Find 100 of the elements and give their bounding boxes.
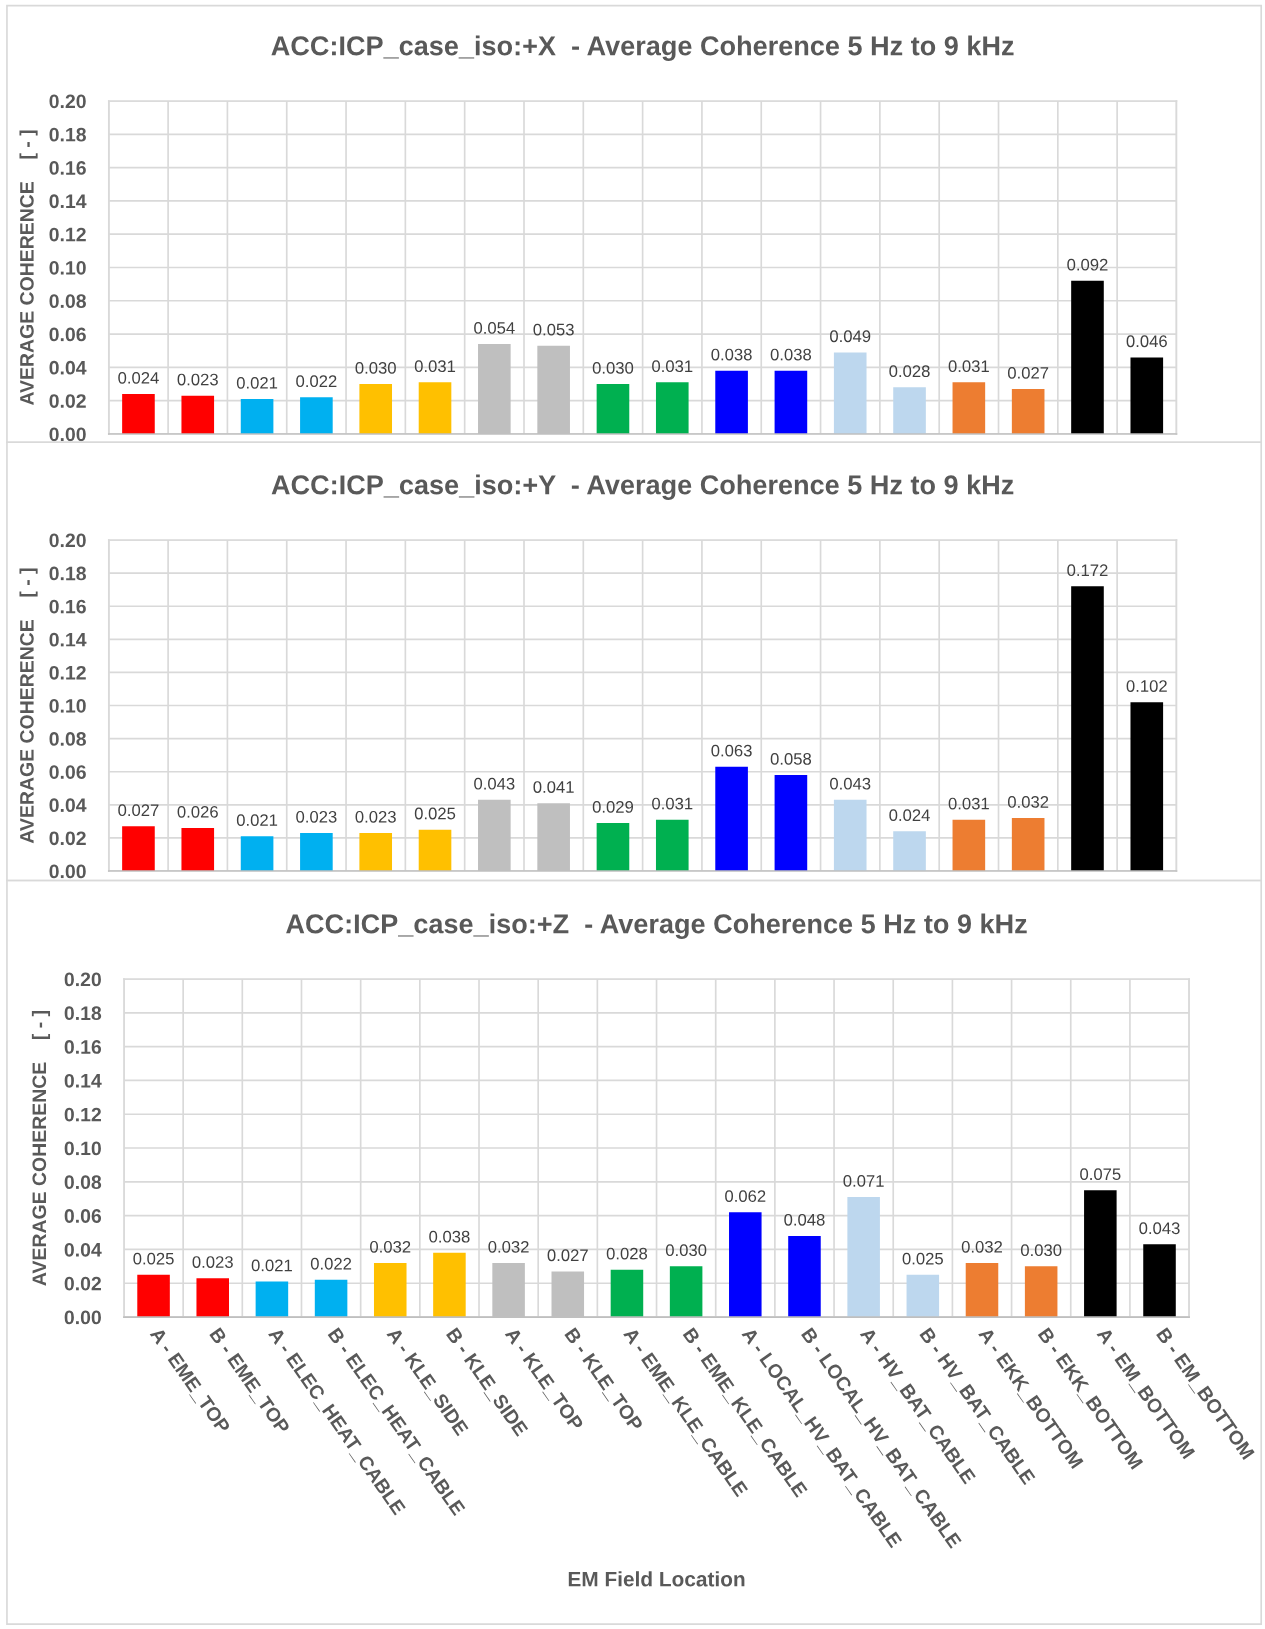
data-label: 0.028 bbox=[889, 365, 930, 378]
bar bbox=[774, 370, 808, 434]
y-axis-title: AVERAGE COHERENCE [ - ] bbox=[19, 130, 38, 406]
y-axis-title: AVERAGE COHERENCE [ - ] bbox=[31, 1011, 51, 1286]
chart-title: ACC:ICP_case_iso:+Y - Average Coherence 5 Hz to 9 kHz bbox=[271, 474, 1014, 500]
y-tick-label: 0.08 bbox=[64, 1175, 102, 1190]
data-label: 0.025 bbox=[414, 807, 456, 820]
bar bbox=[1011, 818, 1045, 872]
y-tick-label: 0.14 bbox=[49, 632, 87, 647]
x-axis-title: EM Field Location bbox=[568, 1571, 745, 1587]
bar bbox=[240, 836, 274, 872]
y-tick-label: 0.00 bbox=[49, 864, 86, 879]
y-tick-label: 0.10 bbox=[64, 1141, 101, 1156]
chart-title: ACC:ICP_case_iso:+Z - Average Coherence 5 Hz to 9 kHz bbox=[286, 913, 1027, 939]
data-label: 0.038 bbox=[770, 348, 812, 361]
y-tick-label: 0.18 bbox=[49, 127, 86, 142]
y-tick-label: 0.14 bbox=[64, 1073, 102, 1088]
data-label: 0.043 bbox=[474, 777, 515, 790]
data-label: 0.027 bbox=[547, 1249, 588, 1262]
y-axis-title: AVERAGE COHERENCE [ - ] bbox=[19, 568, 38, 844]
bar bbox=[1071, 586, 1104, 872]
bar bbox=[196, 1278, 229, 1318]
y-tick-label: 0.06 bbox=[64, 1209, 102, 1223]
y-tick-label: 0.10 bbox=[49, 698, 86, 713]
data-label: 0.031 bbox=[948, 797, 989, 810]
data-label: 0.024 bbox=[118, 371, 159, 384]
bar bbox=[833, 352, 867, 434]
y-tick-label: 0.20 bbox=[49, 94, 86, 109]
data-label: 0.172 bbox=[1067, 564, 1108, 577]
bar bbox=[596, 384, 630, 434]
bar bbox=[774, 775, 808, 872]
bar bbox=[300, 397, 333, 434]
bar bbox=[715, 370, 748, 434]
data-label: 0.049 bbox=[830, 330, 871, 343]
data-label: 0.048 bbox=[784, 1213, 825, 1226]
data-label: 0.032 bbox=[1007, 796, 1049, 808]
data-label: 0.029 bbox=[592, 800, 634, 813]
y-tick-label: 0.02 bbox=[64, 1276, 101, 1291]
y-tick-label: 0.04 bbox=[64, 1242, 102, 1257]
bar bbox=[1084, 1190, 1117, 1318]
data-label: 0.023 bbox=[192, 1256, 233, 1268]
y-tick-label: 0.02 bbox=[49, 394, 86, 408]
y-tick-label: 0.04 bbox=[49, 360, 87, 375]
data-label: 0.043 bbox=[830, 777, 871, 790]
y-tick-label: 0.16 bbox=[49, 599, 86, 614]
data-label: 0.030 bbox=[1020, 1244, 1062, 1257]
y-tick-label: 0.16 bbox=[49, 161, 86, 175]
data-label: 0.043 bbox=[1139, 1222, 1180, 1235]
data-label: 0.032 bbox=[488, 1240, 529, 1253]
bar bbox=[655, 382, 689, 434]
bar bbox=[610, 1269, 644, 1318]
data-label: 0.021 bbox=[236, 814, 278, 827]
bar bbox=[122, 826, 155, 872]
chart-title: ACC:ICP_case_iso:+X - Average Coherence 5 Hz to 9 kHz bbox=[271, 35, 1014, 61]
bar bbox=[1143, 1244, 1176, 1318]
y-tick-label: 0.12 bbox=[64, 1107, 101, 1122]
y-tick-label: 0.10 bbox=[49, 260, 86, 275]
bar bbox=[314, 1279, 348, 1318]
data-label: 0.023 bbox=[355, 810, 396, 823]
data-label: 0.030 bbox=[355, 361, 396, 374]
bar bbox=[433, 1252, 466, 1318]
data-label: 0.023 bbox=[296, 810, 337, 823]
bar bbox=[181, 827, 215, 872]
bar bbox=[655, 819, 689, 872]
data-label: 0.027 bbox=[1007, 366, 1049, 379]
y-tick-label: 0.06 bbox=[49, 765, 86, 779]
bar bbox=[715, 766, 748, 872]
data-label: 0.031 bbox=[652, 360, 693, 373]
bar bbox=[255, 1281, 289, 1318]
data-label: 0.021 bbox=[251, 1259, 292, 1272]
data-label: 0.102 bbox=[1126, 680, 1167, 692]
data-label: 0.030 bbox=[592, 361, 634, 374]
data-label: 0.062 bbox=[725, 1190, 766, 1203]
y-tick-label: 0.20 bbox=[49, 533, 86, 548]
bar bbox=[181, 395, 215, 434]
bar bbox=[418, 829, 452, 872]
data-label: 0.031 bbox=[652, 797, 693, 810]
y-tick-label: 0.18 bbox=[49, 566, 86, 581]
y-tick-label: 0.12 bbox=[49, 665, 86, 680]
bar bbox=[418, 382, 452, 434]
bar bbox=[906, 1274, 940, 1318]
bar bbox=[373, 1262, 407, 1318]
data-label: 0.032 bbox=[961, 1240, 1003, 1253]
data-label: 0.025 bbox=[902, 1252, 943, 1265]
data-label: 0.075 bbox=[1080, 1168, 1121, 1181]
data-label: 0.025 bbox=[133, 1252, 174, 1265]
bar bbox=[1130, 702, 1164, 872]
y-tick-label: 0.20 bbox=[64, 972, 101, 987]
y-tick-label: 0.14 bbox=[49, 194, 87, 209]
data-label: 0.027 bbox=[118, 804, 159, 817]
bar bbox=[965, 1262, 999, 1318]
bar bbox=[833, 799, 867, 872]
bar bbox=[1130, 357, 1164, 434]
data-label: 0.053 bbox=[533, 323, 574, 336]
data-label: 0.031 bbox=[414, 360, 456, 373]
data-label: 0.022 bbox=[296, 375, 337, 388]
bar bbox=[729, 1212, 762, 1318]
data-label: 0.038 bbox=[429, 1230, 470, 1243]
bar bbox=[893, 831, 926, 872]
bar bbox=[1024, 1266, 1058, 1318]
